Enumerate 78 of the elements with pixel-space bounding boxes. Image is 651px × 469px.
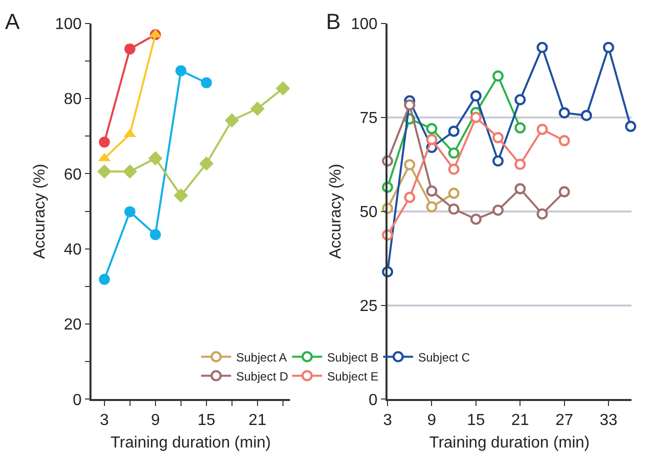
point xyxy=(448,188,460,199)
x-tick-label: 9 xyxy=(427,412,436,430)
point xyxy=(514,183,526,194)
x-tick-label: 21 xyxy=(511,412,530,430)
x-axis-title: Training duration (min) xyxy=(429,434,590,452)
point xyxy=(426,185,438,197)
y-tick-label: 25 xyxy=(360,298,378,315)
point xyxy=(470,112,482,123)
y-axis-title: Accuracy (%) xyxy=(31,164,48,259)
x-tick-label: 21 xyxy=(248,412,266,430)
point xyxy=(514,158,526,170)
point xyxy=(426,134,438,146)
x-axis-title: Training duration (min) xyxy=(110,434,271,452)
point xyxy=(492,204,504,216)
point xyxy=(536,42,548,54)
point xyxy=(470,214,482,225)
x-tick-label: 33 xyxy=(600,412,618,430)
y-tick-label: 60 xyxy=(64,166,82,184)
point xyxy=(150,229,161,240)
point xyxy=(426,201,438,212)
point xyxy=(250,102,265,116)
y-axis-title: Accuracy (%) xyxy=(327,164,344,259)
point xyxy=(448,203,460,215)
point xyxy=(404,192,416,203)
point xyxy=(199,156,214,171)
point xyxy=(470,90,482,102)
y-tick-label: 0 xyxy=(72,392,82,409)
point xyxy=(122,164,138,179)
point xyxy=(124,43,136,54)
x-tick-label: 27 xyxy=(555,412,574,430)
y-tick-label: 75 xyxy=(360,110,378,127)
y-tick-label: 80 xyxy=(64,91,82,108)
point xyxy=(492,70,504,82)
point xyxy=(536,124,548,135)
point xyxy=(404,159,416,170)
y-tick-label: 100 xyxy=(54,16,82,33)
point xyxy=(602,42,614,54)
point xyxy=(448,164,460,175)
y-tick-label: 50 xyxy=(360,204,378,221)
x-tick-label: 3 xyxy=(383,412,392,430)
chart-title: A xyxy=(5,9,20,34)
x-tick-label: 3 xyxy=(100,412,109,430)
point xyxy=(492,155,504,167)
y-tick-label: 0 xyxy=(368,392,378,409)
point xyxy=(558,186,570,198)
point xyxy=(124,206,136,218)
point xyxy=(514,94,526,106)
point xyxy=(580,110,592,122)
point xyxy=(558,135,570,146)
x-tick-label: 9 xyxy=(150,412,160,430)
point xyxy=(98,274,110,285)
x-tick-label: 15 xyxy=(467,412,485,430)
chart-title: B xyxy=(326,9,341,34)
point xyxy=(492,132,504,144)
point xyxy=(200,77,212,88)
x-tick-label: 15 xyxy=(198,412,216,430)
point xyxy=(625,120,636,132)
point xyxy=(97,164,112,179)
y-tick-label: 40 xyxy=(64,242,82,259)
point xyxy=(448,126,460,137)
point xyxy=(514,122,526,134)
legend-label: Subject D xyxy=(236,369,288,384)
legend-label: Subject A xyxy=(236,350,287,364)
point xyxy=(224,113,240,128)
point xyxy=(536,208,548,220)
point xyxy=(174,188,188,203)
point xyxy=(404,99,416,111)
point xyxy=(148,151,163,166)
point xyxy=(448,147,460,159)
point xyxy=(276,81,290,96)
point xyxy=(426,123,438,134)
y-tick-label: 100 xyxy=(350,16,378,33)
legend-label: Subject E xyxy=(327,369,378,384)
point xyxy=(558,107,570,118)
point xyxy=(175,65,186,76)
legend-label: Subject B xyxy=(327,350,378,364)
y-tick-label: 20 xyxy=(64,316,82,334)
point xyxy=(98,136,110,148)
